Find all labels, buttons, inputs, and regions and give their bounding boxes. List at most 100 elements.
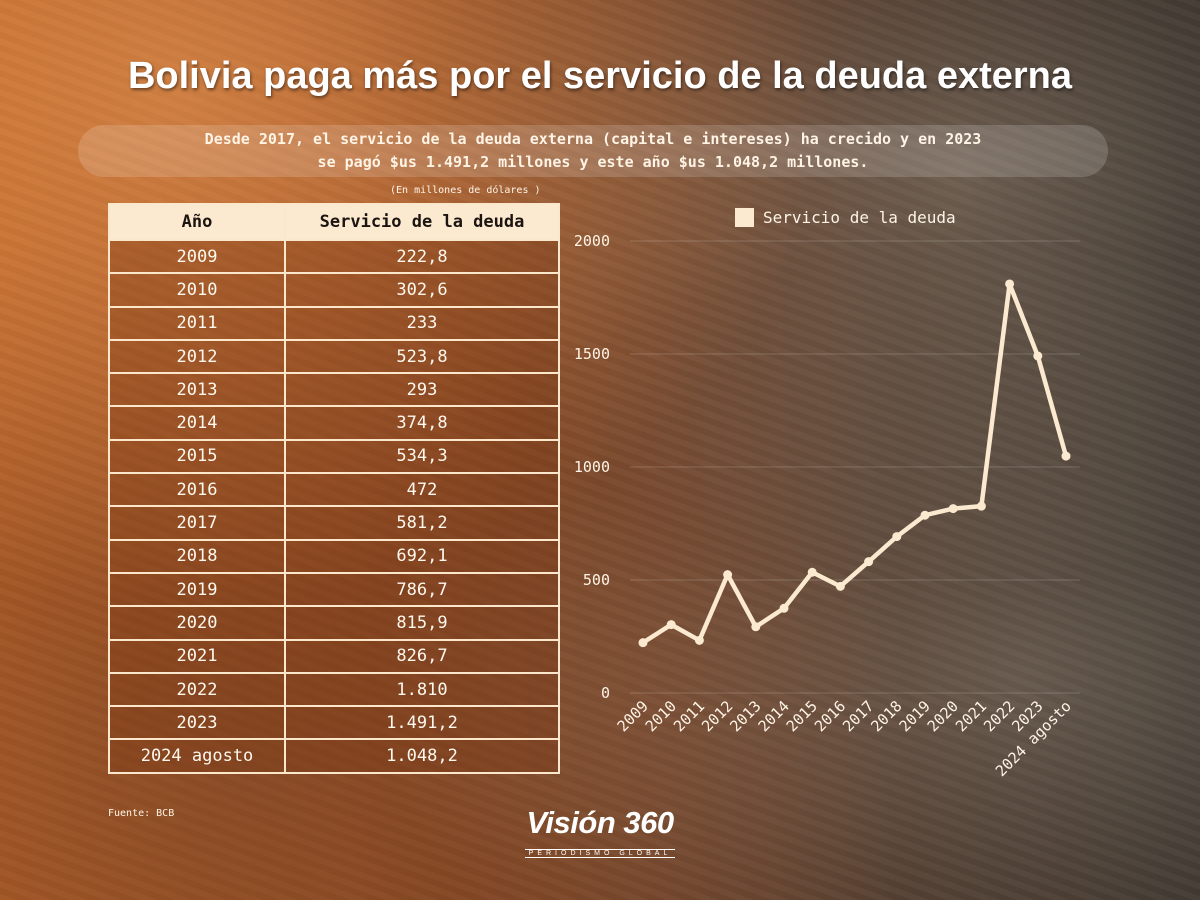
y-tick-label: 1500 xyxy=(574,345,610,363)
legend-swatch xyxy=(735,208,754,227)
cell-value: 1.491,2 xyxy=(284,705,560,741)
cell-year: 2015 xyxy=(108,438,286,475)
source-note: Fuente: BCB xyxy=(108,808,175,819)
cell-year: 2012 xyxy=(108,338,286,375)
logo-tagline: PERIODISMO GLOBAL xyxy=(524,849,676,858)
cell-value: 222,8 xyxy=(284,238,560,275)
cell-year: 2020 xyxy=(108,605,286,641)
x-tick-label: 2014 xyxy=(755,697,793,735)
data-point xyxy=(1061,451,1071,461)
cell-year: 2011 xyxy=(108,305,286,341)
data-point xyxy=(807,567,817,577)
table-row: 2020 815,9 xyxy=(108,605,560,641)
cell-value: 692,1 xyxy=(284,538,560,574)
cell-year: 2010 xyxy=(108,272,286,308)
cell-value: 374,8 xyxy=(284,405,560,441)
table-row: 2014 374,8 xyxy=(108,405,560,441)
data-point xyxy=(723,570,733,580)
cell-year: 2018 xyxy=(108,538,286,574)
cell-year: 2013 xyxy=(108,372,286,408)
data-point xyxy=(666,620,676,630)
debt-table: Año Servicio de la deuda 2009 222,8 2010 30… xyxy=(108,203,560,774)
data-point xyxy=(976,501,986,511)
table-row: 2022 1.810 xyxy=(108,671,560,708)
table-row: 2012 523,8 xyxy=(108,338,560,375)
x-tick-label: 2022 xyxy=(980,697,1018,735)
cell-value: 534,3 xyxy=(284,438,560,475)
cell-year: 2021 xyxy=(108,638,286,674)
cell-value: 233 xyxy=(284,305,560,341)
cell-year: 2019 xyxy=(108,571,286,608)
table-row: 2009 222,8 xyxy=(108,238,560,275)
cell-value: 293 xyxy=(284,372,560,408)
x-tick-label: 2013 xyxy=(726,697,764,735)
table-row: 2011 233 xyxy=(108,305,560,341)
table-header-row: Año Servicio de la deuda xyxy=(108,203,560,241)
cell-year: 2024 agosto xyxy=(108,738,286,774)
brand-logo: Visión 360 PERIODISMO GLOBAL xyxy=(505,806,695,859)
table-row: 2015 534,3 xyxy=(108,438,560,475)
subtitle-banner: Desde 2017, el servicio de la deuda exte… xyxy=(78,125,1108,177)
y-tick-label: 500 xyxy=(583,571,610,589)
data-point xyxy=(694,635,704,645)
x-tick-label: 2010 xyxy=(642,697,680,735)
series-line xyxy=(640,281,1069,645)
table-row: 2010 302,6 xyxy=(108,272,560,308)
data-point xyxy=(1033,351,1043,361)
table-row: 2023 1.491,2 xyxy=(108,705,560,741)
cell-value: 523,8 xyxy=(284,338,560,375)
y-tick-label: 2000 xyxy=(574,232,610,250)
cell-value: 826,7 xyxy=(284,638,560,674)
cell-year: 2017 xyxy=(108,505,286,541)
y-tick-label: 1000 xyxy=(574,458,610,476)
x-tick-label: 2015 xyxy=(783,697,821,735)
cell-value: 1.810 xyxy=(284,671,560,708)
page-title: Bolivia paga más por el servicio de la d… xyxy=(127,55,1073,97)
legend-label: Servicio de la deuda xyxy=(763,208,956,227)
column-header-value: Servicio de la deuda xyxy=(284,203,560,241)
cell-value: 786,7 xyxy=(284,571,560,608)
table-row: 2017 581,2 xyxy=(108,505,560,541)
table-row: 2024 agosto 1.048,2 xyxy=(108,738,560,774)
x-tick-label: 2016 xyxy=(811,697,849,735)
subtitle-line-2: se pagó $us 1.491,2 millones y este año … xyxy=(317,153,869,171)
data-point xyxy=(1005,279,1015,289)
x-tick-label: 2020 xyxy=(924,697,962,735)
x-tick-label: 2017 xyxy=(839,697,877,735)
x-tick-label: 2012 xyxy=(698,697,736,735)
table-body: 2009 222,8 2010 302,6 2011 233 2012 523,8 2013 29… xyxy=(108,238,560,774)
x-tick-label: 2009 xyxy=(614,697,652,735)
table-row: 2019 786,7 xyxy=(108,571,560,608)
column-header-year: Año xyxy=(108,203,286,241)
line-chart: 0 500 1000 1500 2000 200920102011201220132014… xyxy=(574,208,1080,780)
cell-year: 2022 xyxy=(108,671,286,708)
x-tick-label: 2019 xyxy=(896,697,934,735)
data-point xyxy=(948,504,958,514)
x-tick-label: 2018 xyxy=(867,697,905,735)
cell-year: 2016 xyxy=(108,472,286,508)
subtitle-line-1: Desde 2017, el servicio de la deuda exte… xyxy=(204,130,982,148)
data-point xyxy=(892,532,902,542)
cell-year: 2014 xyxy=(108,405,286,441)
data-point xyxy=(779,603,789,613)
cell-value: 472 xyxy=(284,472,560,508)
cell-year: 2009 xyxy=(108,238,286,275)
table-row: 2013 293 xyxy=(108,372,560,408)
x-tick-label: 2011 xyxy=(670,697,708,735)
data-point xyxy=(751,622,761,632)
cell-value: 815,9 xyxy=(284,605,560,641)
table-row: 2016 472 xyxy=(108,472,560,508)
cell-year: 2023 xyxy=(108,705,286,741)
cell-value: 1.048,2 xyxy=(284,738,560,774)
table-row: 2018 692,1 xyxy=(108,538,560,574)
logo-text: Visión 360 xyxy=(526,805,674,840)
data-point xyxy=(920,510,930,520)
data-point xyxy=(638,638,648,648)
cell-value: 581,2 xyxy=(284,505,560,541)
units-note: (En millones de dólares ) xyxy=(390,185,541,196)
data-point xyxy=(864,557,874,567)
x-tick-label: 2021 xyxy=(952,697,990,735)
data-point xyxy=(835,581,845,591)
cell-value: 302,6 xyxy=(284,272,560,308)
y-tick-label: 0 xyxy=(601,684,610,702)
